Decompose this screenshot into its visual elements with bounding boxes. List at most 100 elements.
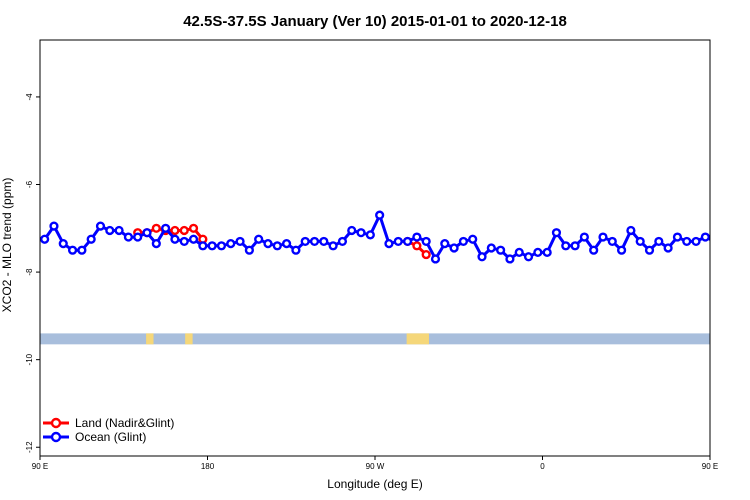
- data-point: [730, 242, 737, 249]
- plot-frame: [39, 39, 711, 457]
- data-point: [263, 239, 273, 249]
- x-axis-label: Longitude (deg E): [327, 477, 422, 491]
- data-point: [77, 245, 87, 255]
- data-point: [496, 245, 506, 255]
- data-point: [598, 232, 608, 242]
- data-point: [393, 236, 403, 247]
- y-axis-label: XCO2 - MLO trend (ppm): [0, 178, 14, 313]
- data-point: [235, 236, 245, 247]
- data-point: [440, 239, 450, 249]
- data-point: [114, 225, 124, 236]
- x-tick-label: 180: [201, 462, 215, 471]
- data-point: [95, 221, 106, 231]
- x-tick-label: 90 W: [366, 462, 385, 471]
- ocean-band: [40, 333, 710, 345]
- data-point: [421, 249, 431, 260]
- data-point: [179, 225, 189, 236]
- land-patch: [185, 333, 193, 345]
- data-point: [616, 245, 627, 255]
- x-axis: 90 E 180 90 W 0 90 E: [32, 456, 718, 471]
- data-point: [412, 241, 422, 251]
- data-point: [607, 236, 617, 247]
- legend: Land (Nadir&Glint)Ocean (Glint): [43, 416, 174, 444]
- data-point: [365, 230, 375, 240]
- y-axis: -4 -6 -8 -10 -12: [25, 93, 40, 453]
- data-point: [458, 236, 469, 247]
- data-point: [542, 247, 552, 257]
- data-point: [347, 225, 357, 236]
- data-point: [430, 254, 441, 264]
- series-1: [40, 210, 737, 264]
- y-tick-label: -12: [25, 441, 34, 453]
- data-point: [375, 210, 385, 220]
- data-point: [170, 234, 180, 244]
- data-point: [67, 245, 78, 255]
- data-point: [523, 252, 534, 262]
- data-point: [691, 236, 701, 247]
- data-point: [198, 241, 208, 251]
- legend-marker: [50, 417, 62, 429]
- land-patch: [406, 333, 429, 345]
- data-point: [711, 238, 718, 245]
- data-point: [700, 232, 710, 242]
- data-point: [663, 243, 673, 253]
- data-point: [244, 245, 254, 255]
- data-point: [309, 236, 320, 247]
- data-point: [142, 228, 152, 238]
- chart-title: 42.5S-37.5S January (Ver 10) 2015-01-01 …: [183, 13, 567, 30]
- data-point: [151, 223, 161, 233]
- data-point: [682, 236, 692, 247]
- data-point: [589, 245, 599, 255]
- data-point: [188, 223, 199, 233]
- data-point: [486, 243, 496, 253]
- data-point: [328, 241, 338, 251]
- data-point: [626, 225, 636, 236]
- y-tick-label: -8: [25, 268, 34, 276]
- data-point: [254, 234, 264, 244]
- data-point: [188, 234, 199, 244]
- data-point: [179, 236, 189, 247]
- data-point: [672, 232, 683, 242]
- y-tick-label: -4: [25, 93, 34, 101]
- data-point: [721, 223, 728, 230]
- x-tick-label: 90 E: [702, 462, 718, 471]
- data-point: [384, 239, 394, 249]
- data-point: [514, 247, 524, 257]
- data-point: [40, 234, 50, 244]
- data-point: [421, 236, 431, 247]
- data-point: [319, 236, 329, 247]
- data-point: [561, 241, 571, 251]
- data-point: [49, 221, 59, 231]
- x-tick-label: 0: [540, 462, 545, 471]
- data-point: [337, 236, 348, 247]
- data-point: [644, 245, 655, 255]
- data-point: [281, 239, 292, 249]
- land-patch: [146, 333, 154, 345]
- data-point: [449, 243, 459, 253]
- data-point: [216, 241, 227, 251]
- y-tick-label: -10: [25, 353, 34, 365]
- data-point: [161, 223, 171, 233]
- data-point: [477, 252, 487, 262]
- data-point: [468, 234, 478, 244]
- data-point: [654, 236, 664, 247]
- legend-marker: [50, 431, 62, 443]
- data-point: [291, 245, 301, 255]
- data-point: [58, 239, 68, 249]
- data-point: [272, 241, 282, 251]
- data-point: [356, 228, 366, 238]
- data-point: [300, 236, 310, 247]
- data-point: [226, 239, 236, 249]
- data-point: [533, 247, 543, 257]
- data-point: [551, 228, 562, 238]
- data-point: [579, 232, 589, 242]
- legend-label: Ocean (Glint): [75, 430, 146, 444]
- x-tick-label: 90 E: [32, 462, 48, 471]
- data-point: [635, 236, 645, 247]
- data-point: [570, 241, 580, 251]
- data-point: [133, 232, 143, 242]
- data-point: [123, 232, 134, 242]
- data-point: [170, 225, 180, 236]
- data-point: [86, 234, 96, 244]
